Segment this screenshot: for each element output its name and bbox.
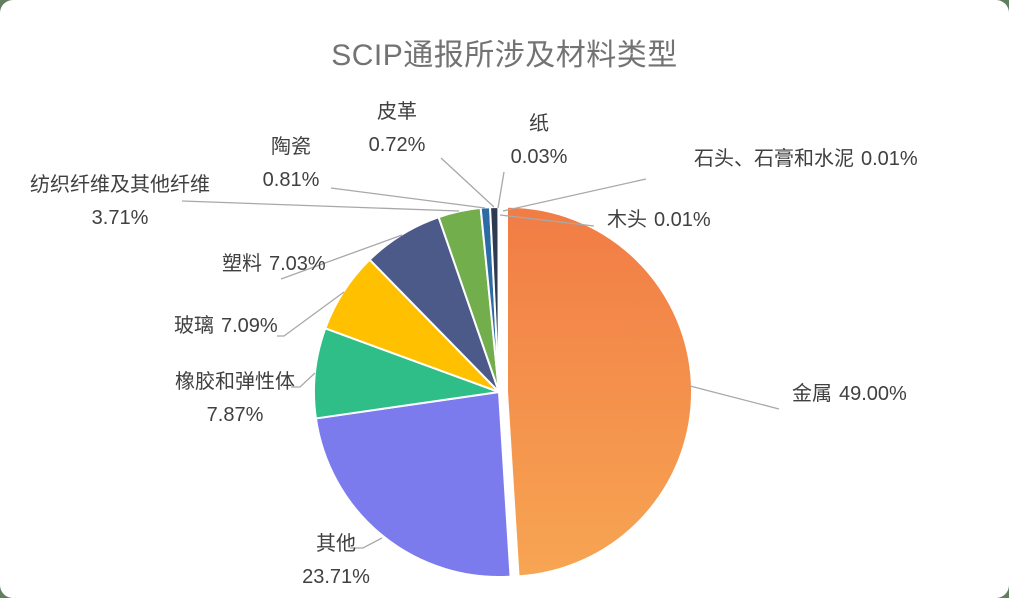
leader-line-4 [280,234,403,280]
slice-label-3: 玻璃 7.09% [174,310,278,343]
slice-label-value: 7.09% [221,315,278,337]
slice-label-value: 49.00% [839,383,907,405]
slice-label-value: 3.71% [91,207,149,229]
leader-lines [181,157,780,549]
slice-label-6: 陶瓷 0.81% [231,131,351,197]
slice-label-value: 23.71% [302,566,370,588]
slice-label-name: 纺织纤维及其他纤维 [30,174,210,196]
pie-slice-1[interactable] [314,391,512,579]
leader-line-0 [689,385,780,410]
pie-slices [313,205,694,579]
slice-label-name: 橡胶和弹性体 [175,371,295,393]
leader-line-9 [502,178,647,212]
slice-label-name: 金属 [792,383,832,405]
slice-label-1: 其他 23.71% [261,528,411,594]
slice-label-name: 塑料 [222,253,262,275]
leader-line-5 [181,200,460,212]
slice-label-7: 皮革 0.72% [337,96,457,162]
leader-line-3 [277,291,345,337]
slice-label-5: 纺织纤维及其他纤维 3.71% [20,169,220,235]
slice-label-name: 纸 [529,113,549,135]
slice-label-name: 石头、石膏和水泥 [694,148,854,170]
pie-slice-0[interactable] [506,205,694,578]
slice-label-value: 7.03% [269,253,326,275]
slice-label-4: 塑料 7.03% [222,248,326,281]
leader-line-10 [499,214,595,227]
slice-label-value: 7.87% [206,404,264,426]
pie-slice-2[interactable] [313,327,500,420]
chart-title: SCIP通报所涉及材料类型 [331,39,678,72]
slice-label-value: 0.01% [654,209,711,231]
slice-label-value: 0.72% [368,134,426,156]
leader-line-2 [291,372,316,388]
slice-label-2: 橡胶和弹性体 7.87% [145,366,325,432]
slice-label-name: 木头 [607,209,647,231]
slice-label-value: 0.03% [510,146,568,168]
slice-label-name: 皮革 [377,101,417,123]
slice-label-value: 0.01% [861,148,918,170]
slice-label-name: 玻璃 [174,315,214,337]
slice-label-0: 金属 49.00% [792,378,907,411]
slice-label-9: 石头、石膏和水泥 0.01% [694,143,918,176]
slice-label-name: 陶瓷 [271,136,311,158]
leader-line-7 [440,157,495,208]
slice-label-8: 纸 0.03% [479,108,599,174]
slice-label-name: 其他 [316,533,356,555]
slice-label-10: 木头 0.01% [607,204,711,237]
slice-label-value: 0.81% [262,169,320,191]
leader-line-6 [330,187,486,209]
leader-line-1 [350,537,383,549]
leader-line-8 [497,171,505,209]
